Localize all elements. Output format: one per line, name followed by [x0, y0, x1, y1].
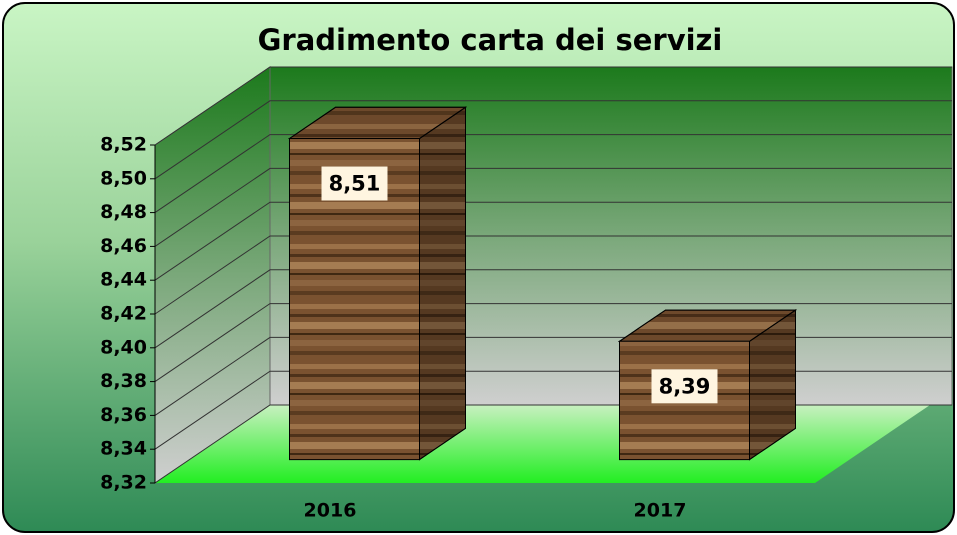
y-tick-label: 8,48 [100, 201, 147, 223]
grid-line [154, 167, 952, 247]
bar-face [289, 138, 420, 461]
y-tick-label: 8,52 [100, 134, 147, 156]
x-tick-label: 2017 [634, 500, 687, 522]
y-tick-label: 8,34 [100, 438, 147, 460]
bar-shade [419, 106, 466, 461]
grid-line [154, 66, 952, 146]
y-tick-label: 8,32 [100, 472, 147, 494]
value-label: 8,39 [659, 374, 711, 398]
y-tick-label: 8,40 [100, 336, 147, 358]
floor [155, 405, 930, 483]
grid-line [154, 201, 952, 281]
y-tick-label: 8,50 [100, 167, 147, 189]
y-tick-label: 8,46 [100, 235, 147, 257]
bar [287, 106, 468, 461]
x-tick-label: 2016 [304, 500, 357, 522]
grid-line [154, 235, 952, 315]
grid-line [154, 134, 952, 214]
y-tick-label: 8,36 [100, 404, 147, 426]
chart-title: Gradimento carta dei servizi [258, 23, 723, 57]
y-tick-label: 8,44 [100, 269, 147, 291]
y-tick-label: 8,42 [100, 303, 147, 325]
value-label-box [651, 369, 718, 404]
grid-line [154, 100, 952, 180]
grid-line [154, 303, 952, 383]
value-label-box [321, 166, 388, 201]
y-tick-label: 8,38 [100, 370, 147, 392]
value-label: 8,51 [329, 172, 381, 196]
grid-line [154, 269, 952, 349]
